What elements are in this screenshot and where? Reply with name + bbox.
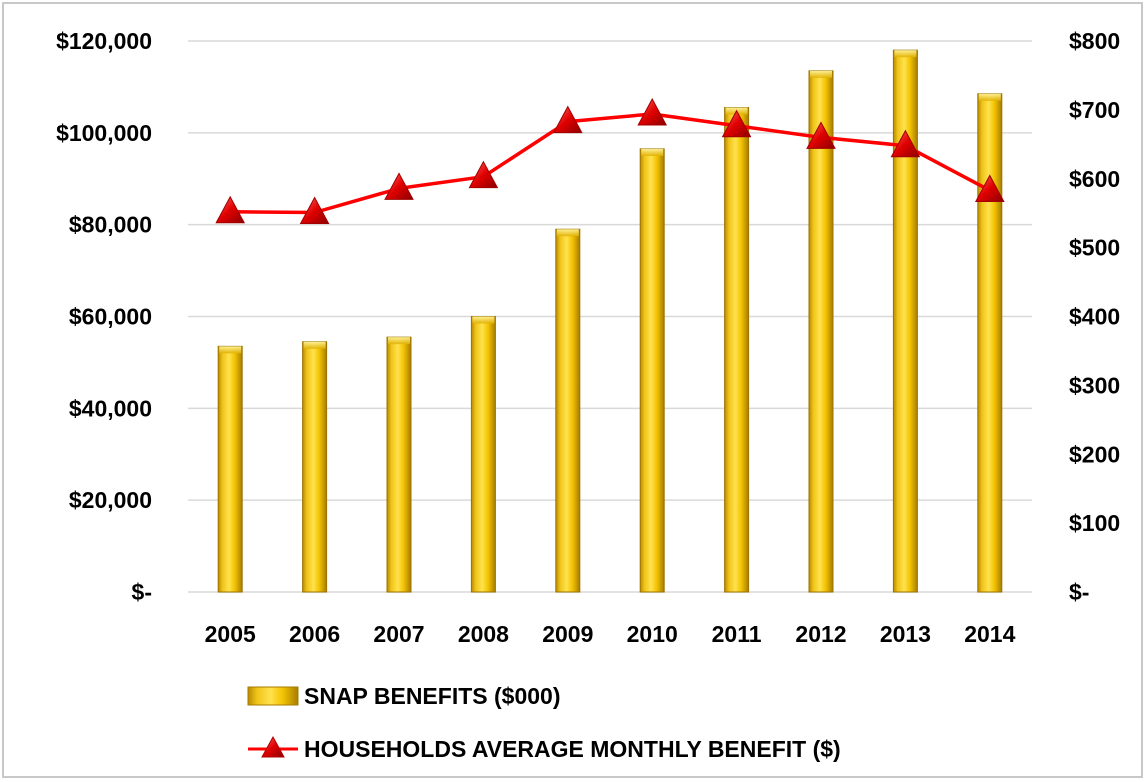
line-series	[215, 97, 1005, 224]
legend-bar-label: SNAP BENEFITS ($000)	[304, 683, 560, 709]
line-point	[890, 129, 921, 158]
x-axis-ticks: 2005 2006 2007 2008 2009 2010 2011 2012 2013 2014	[205, 621, 1016, 647]
line-point	[974, 174, 1005, 202]
bar-cap	[810, 70, 832, 78]
gridlines	[188, 40, 1032, 593]
line-point	[552, 105, 583, 134]
right-axis-ticks: $- $100 $200 $300 $400 $500 $600 $700 $800	[1069, 28, 1120, 605]
bar	[724, 107, 750, 593]
bar	[808, 70, 834, 593]
line-point	[637, 97, 668, 126]
bar-cap	[894, 50, 917, 58]
x-tick-label: 2008	[458, 621, 509, 647]
left-tick-label: $120,000	[56, 28, 152, 54]
x-tick-label: 2014	[964, 621, 1015, 647]
bar-cap	[556, 229, 579, 237]
x-tick-label: 2012	[795, 621, 846, 647]
x-tick-label: 2006	[289, 621, 340, 647]
bar-cap	[303, 341, 326, 349]
left-tick-label: $60,000	[69, 304, 152, 330]
x-tick-label: 2013	[880, 621, 931, 647]
bar-cap	[219, 346, 242, 354]
line-point	[215, 195, 246, 224]
right-tick-label: $400	[1069, 304, 1120, 330]
bar	[386, 336, 412, 593]
bar-cap	[641, 148, 664, 156]
x-tick-label: 2009	[542, 621, 593, 647]
line-point	[384, 172, 414, 200]
left-tick-label: $-	[132, 579, 152, 605]
x-tick-label: 2011	[712, 621, 762, 647]
right-tick-label: $700	[1069, 97, 1120, 123]
line-point	[806, 121, 836, 149]
bar-cap	[472, 316, 495, 324]
bar	[555, 228, 581, 593]
legend-bar-swatch	[247, 686, 299, 706]
line-point	[299, 196, 330, 224]
legend-item-bar: SNAP BENEFITS ($000)	[247, 683, 560, 709]
legend-triangle-marker	[261, 735, 285, 758]
right-tick-label: $-	[1069, 579, 1089, 605]
right-tick-label: $100	[1069, 510, 1120, 536]
bar	[217, 345, 243, 593]
bar	[302, 341, 328, 593]
bar	[977, 93, 1003, 593]
legend: SNAP BENEFITS ($000) HOUSEHOLDS AVERAGE …	[247, 683, 841, 762]
legend-line-label: HOUSEHOLDS AVERAGE MONTHLY BENEFIT ($)	[304, 736, 841, 762]
left-tick-label: $80,000	[69, 212, 152, 238]
legend-item-line: HOUSEHOLDS AVERAGE MONTHLY BENEFIT ($)	[248, 735, 841, 762]
right-tick-label: $800	[1069, 28, 1120, 54]
bars	[217, 49, 1003, 593]
right-tick-label: $200	[1069, 441, 1120, 467]
left-tick-label: $40,000	[69, 395, 152, 421]
x-tick-label: 2010	[627, 621, 678, 647]
left-axis-ticks: $- $20,000 $40,000 $60,000 $80,000 $100,000 $1…	[56, 28, 152, 605]
bar	[470, 316, 496, 593]
right-tick-label: $600	[1069, 166, 1120, 192]
right-tick-label: $300	[1069, 372, 1120, 398]
x-tick-label: 2007	[373, 621, 424, 647]
bar-cap	[978, 93, 1001, 101]
line-path	[230, 112, 991, 215]
left-tick-label: $100,000	[56, 120, 152, 146]
bar-cap	[388, 337, 410, 345]
left-tick-label: $20,000	[69, 487, 152, 513]
x-tick-label: 2005	[205, 621, 256, 647]
line-point	[468, 160, 499, 189]
bar	[639, 148, 665, 593]
right-tick-label: $500	[1069, 235, 1120, 261]
line-point	[721, 109, 752, 138]
